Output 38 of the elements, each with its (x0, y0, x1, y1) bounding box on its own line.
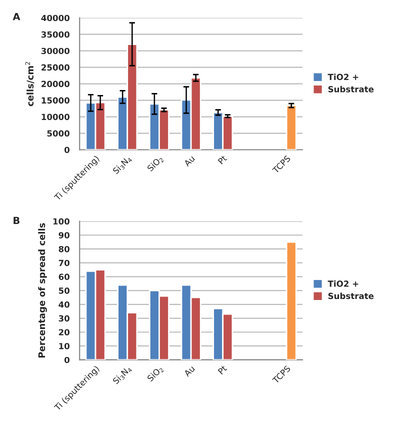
y-tick-label: 60 (58, 274, 70, 280)
legend-label: TiO2 + (328, 280, 358, 287)
y-tick-label: 70 (58, 260, 70, 266)
y-tick-label: 40000 (41, 14, 70, 22)
y-tick-label: 20000 (42, 80, 70, 88)
y-tick-label: 10 (59, 342, 70, 350)
x-tick-label: Si$_{3}$N$_{4}$ (112, 155, 132, 176)
chart-title: B (14, 216, 20, 224)
x-tick-label: Au (184, 365, 196, 377)
x-tick-label: SiO$_{2}$ (146, 365, 164, 383)
y-tick-label: 20 (58, 329, 70, 336)
x-tick-label: Pt (218, 365, 228, 374)
bar (286, 241, 297, 360)
y-tick-label: 40 (58, 301, 70, 308)
y-axis-title: cells/cm$^{2}$ (25, 62, 34, 106)
legend-label: Substrate (328, 86, 374, 92)
y-tick-label: 35000 (41, 31, 70, 38)
y-tick-label: 80 (58, 246, 70, 252)
y-tick-label: 100 (53, 218, 70, 225)
y-tick-label: 25000 (42, 64, 70, 71)
x-tick-label: Si$_{3}$N$_{4}$ (112, 365, 132, 386)
y-tick-label: 15000 (42, 97, 70, 104)
x-tick-label: SiO$_{2}$ (146, 155, 164, 173)
y-tick-label: 30000 (41, 48, 70, 54)
y-tick-label: 90 (58, 232, 70, 238)
y-tick-label: 0 (64, 356, 70, 364)
y-tick-label: 5000 (47, 130, 70, 137)
legend-label: TiO2 + (328, 74, 358, 80)
x-tick-label: Pt (218, 154, 228, 164)
y-tick-label: 50 (58, 288, 70, 294)
y-tick-label: 30 (58, 315, 70, 322)
x-tick-label: Au (184, 155, 196, 167)
y-tick-label: 10000 (42, 114, 70, 120)
bar (286, 104, 297, 150)
y-axis-title: Percentage of spread cells (38, 223, 47, 358)
chart-title: A (12, 13, 20, 20)
legend-label: Substrate (328, 292, 374, 300)
y-tick-label: 0 (64, 146, 70, 154)
